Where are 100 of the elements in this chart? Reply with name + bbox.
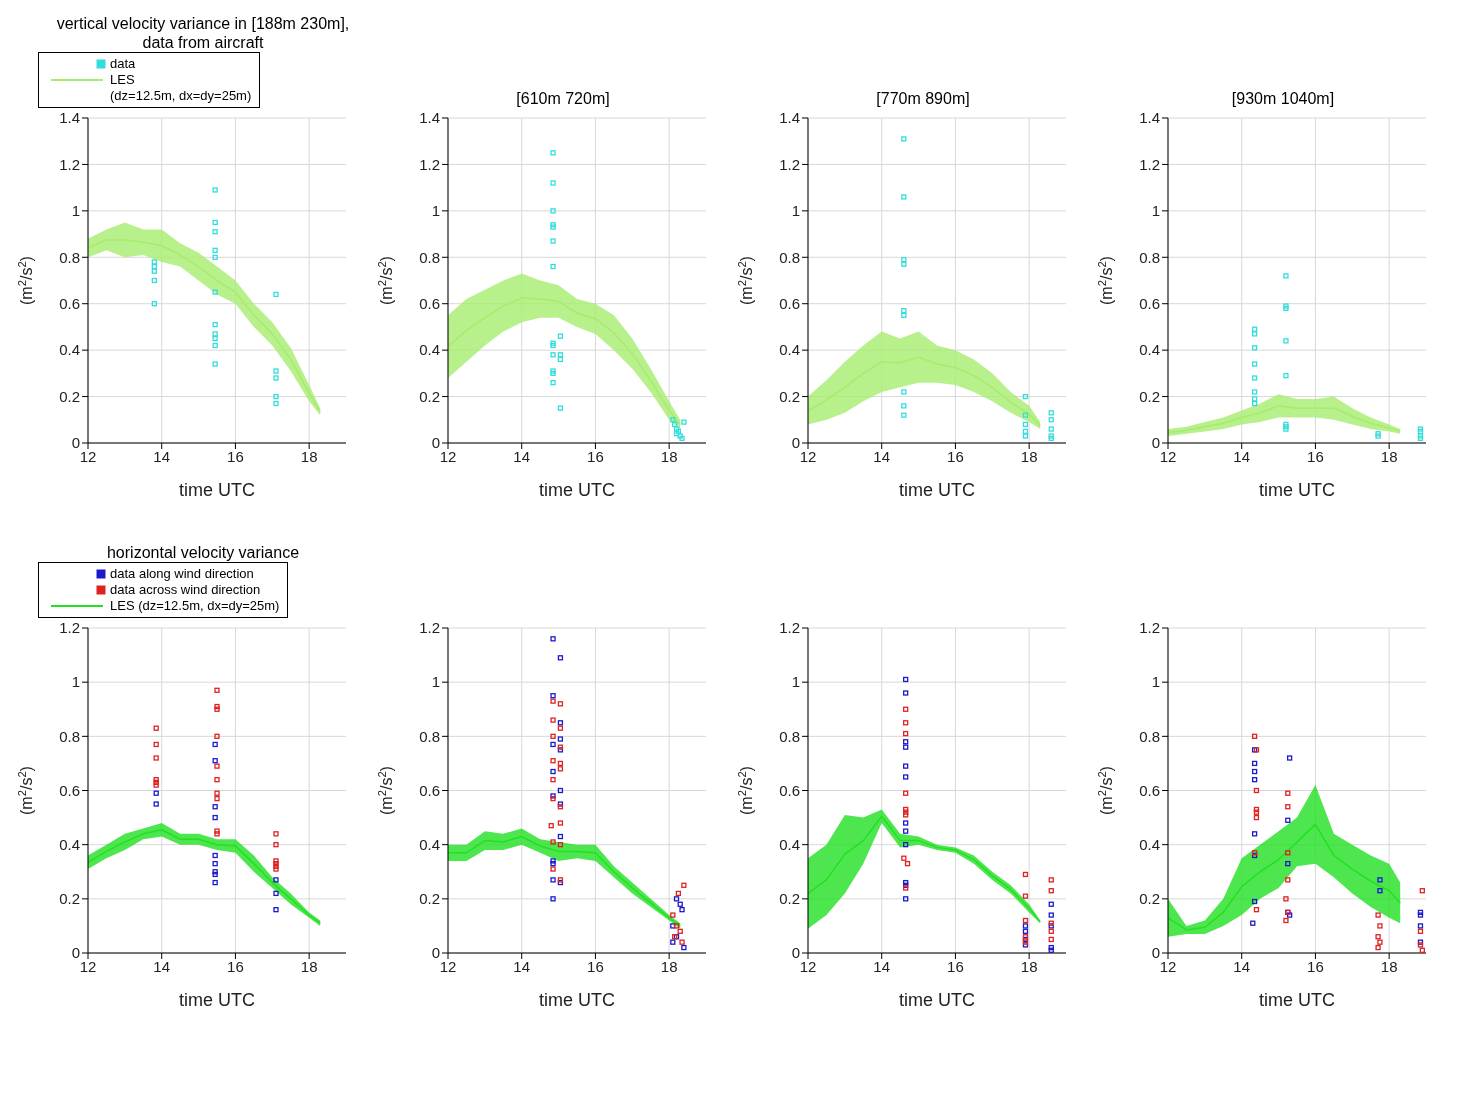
- y-tick-label: 0.4: [419, 835, 440, 853]
- point: [1283, 373, 1289, 379]
- point: [214, 790, 220, 796]
- y-tick-label: 0.2: [419, 890, 440, 908]
- y-tick-label: 1: [71, 673, 80, 691]
- legend-label: data along wind direction: [110, 566, 254, 582]
- y-tick-label: 0.4: [59, 341, 80, 359]
- y-tick-label: 1.2: [59, 619, 80, 637]
- y-tick-label: 0.8: [59, 248, 80, 266]
- point: [1375, 944, 1381, 951]
- point: [1251, 361, 1258, 367]
- point: [1283, 896, 1289, 902]
- point: [550, 263, 556, 270]
- point: [214, 795, 220, 802]
- x-tick-label: 12: [439, 957, 457, 975]
- point: [273, 368, 279, 374]
- chart-title: [930m 1040m]: [1230, 89, 1336, 108]
- point: [1251, 389, 1258, 395]
- x-axis-title: time UTC: [1259, 990, 1335, 1010]
- chart-title: [770m 890m]: [875, 89, 971, 108]
- point: [550, 368, 556, 374]
- x-axis-title: time UTC: [179, 990, 255, 1010]
- y-tick-label: 0: [431, 434, 440, 452]
- y-tick-label: 1.2: [59, 155, 80, 173]
- x-tick-label: 18: [1020, 957, 1038, 975]
- point: [550, 733, 556, 739]
- point: [550, 777, 556, 783]
- point: [550, 866, 556, 872]
- point: [273, 890, 279, 897]
- point: [550, 698, 556, 704]
- y-tick-label: 1.2: [1139, 155, 1160, 173]
- x-tick-label: 12: [799, 957, 817, 975]
- y-tick-label: 0.8: [779, 248, 800, 266]
- point: [273, 393, 279, 400]
- point: [273, 907, 279, 913]
- y-tick-label: 0.2: [59, 387, 80, 405]
- y-tick-label: 0.4: [419, 341, 440, 359]
- point: [550, 896, 556, 902]
- y-tick-label: 0.6: [59, 295, 80, 313]
- y-tick-label: 0: [431, 944, 440, 962]
- x-tick-label: 12: [79, 447, 97, 465]
- x-tick-label: 14: [873, 447, 891, 465]
- y-tick-label: 0.4: [779, 341, 800, 359]
- point: [273, 831, 279, 837]
- point: [1048, 877, 1054, 883]
- y-tick-label: 1: [791, 673, 800, 691]
- point: [903, 763, 909, 769]
- x-tick-label: 16: [1307, 957, 1324, 975]
- point: [214, 763, 220, 769]
- point: [673, 923, 680, 929]
- y-tick-label: 0.6: [1139, 781, 1160, 799]
- point: [550, 758, 556, 764]
- y-tick-label: 0.4: [59, 835, 80, 853]
- point: [153, 755, 159, 761]
- x-tick-label: 12: [799, 447, 817, 465]
- x-tick-label: 18: [300, 957, 318, 975]
- x-axis-title: time UTC: [539, 480, 615, 500]
- y-tick-label: 1: [431, 673, 440, 691]
- point: [550, 839, 556, 845]
- x-tick-label: 14: [153, 447, 171, 465]
- y-tick-label: 0.4: [1139, 341, 1160, 359]
- point: [214, 687, 220, 693]
- x-tick-label: 16: [1307, 447, 1324, 465]
- point: [214, 831, 220, 837]
- point: [1283, 273, 1289, 279]
- x-tick-label: 18: [660, 447, 678, 465]
- point: [679, 939, 685, 945]
- point: [550, 238, 556, 244]
- point: [214, 777, 220, 783]
- x-axis-title: time UTC: [539, 990, 615, 1010]
- y-tick-label: 0.4: [779, 835, 800, 853]
- point: [1022, 433, 1029, 439]
- y-tick-label: 0.8: [419, 248, 440, 266]
- x-tick-label: 18: [1380, 447, 1398, 465]
- point: [1375, 912, 1381, 918]
- x-tick-label: 14: [1233, 957, 1251, 975]
- point: [1286, 755, 1293, 761]
- y-tick-label: 1: [1151, 673, 1160, 691]
- legend-label: data across wind direction: [110, 582, 261, 598]
- y-tick-label: 1.2: [419, 155, 440, 173]
- y-tick-label: 1.2: [779, 155, 800, 173]
- y-tick-label: 1.4: [419, 109, 440, 127]
- x-tick-label: 18: [300, 447, 318, 465]
- point: [273, 877, 279, 883]
- y-tick-label: 1: [791, 202, 800, 220]
- x-tick-label: 12: [439, 447, 457, 465]
- point: [273, 375, 279, 381]
- point: [901, 194, 907, 200]
- y-tick-label: 0.2: [59, 890, 80, 908]
- y-tick-label: 0.6: [59, 781, 80, 799]
- y-tick-label: 1.2: [779, 619, 800, 637]
- point: [903, 820, 909, 826]
- y-tick-label: 0: [71, 944, 80, 962]
- point: [550, 208, 556, 214]
- point: [1283, 305, 1289, 312]
- point: [153, 801, 159, 807]
- y-tick-label: 1.4: [779, 109, 800, 127]
- point: [550, 858, 556, 864]
- legend-label: LES (dz=12.5m, dx=dy=25m): [110, 598, 280, 614]
- point: [670, 912, 676, 918]
